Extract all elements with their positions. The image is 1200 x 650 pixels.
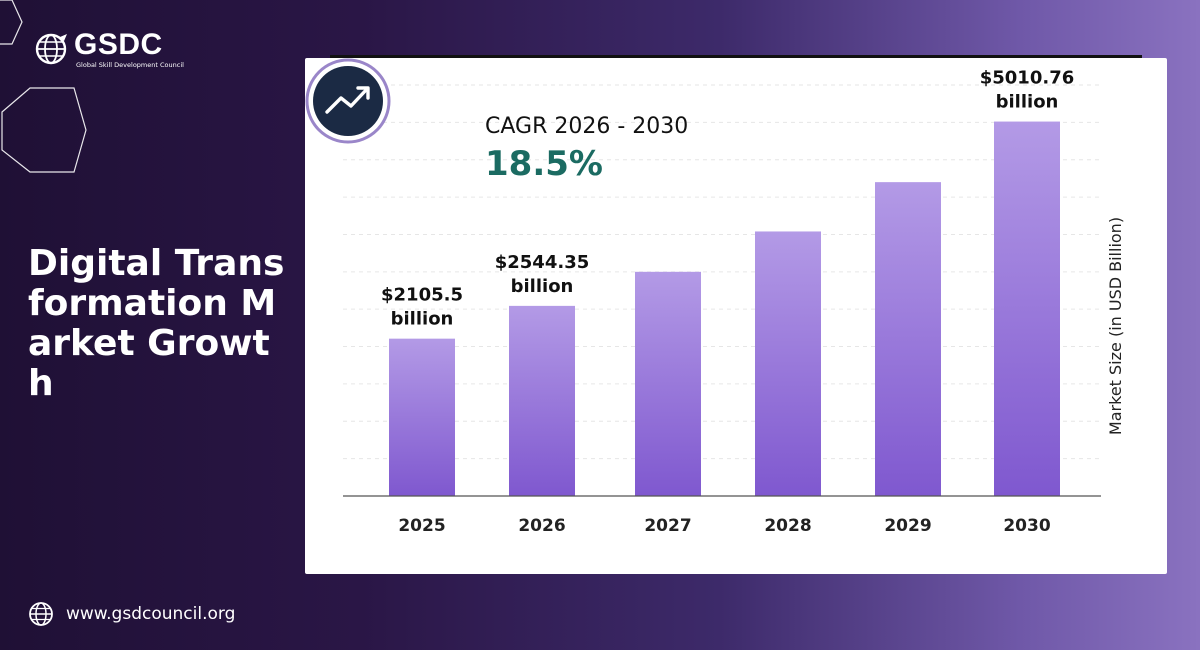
bar-2029 xyxy=(875,182,941,496)
bar-2025 xyxy=(389,338,455,496)
globe-logo-icon xyxy=(35,33,67,65)
brand-logo[interactable]: GSDC Global Skill Development Council xyxy=(30,28,190,72)
trend-up-icon xyxy=(305,58,391,144)
x-tick-2027: 2027 xyxy=(644,516,691,536)
bars xyxy=(389,121,1060,496)
bar-2027 xyxy=(635,271,701,496)
data-labels: $2105.5 billion $2544.35 billion $5010.76 bil… xyxy=(381,68,1074,330)
cagr-value: 18.5% xyxy=(485,144,603,184)
brand-tagline: Global Skill Development Council xyxy=(76,61,184,69)
x-tick-2026: 2026 xyxy=(518,516,565,536)
grid-lines xyxy=(343,84,1101,460)
brand-name: GSDC xyxy=(74,28,163,61)
globe-icon xyxy=(29,602,53,626)
y-axis-label: Market Size (in USD Billion) xyxy=(1106,217,1125,435)
x-tick-2030: 2030 xyxy=(1003,516,1050,536)
cagr-label: CAGR 2026 - 2030 xyxy=(485,114,689,139)
data-label-2025-line2: billion xyxy=(391,309,454,330)
data-label-2030-line1: $5010.76 xyxy=(980,68,1075,89)
bar-chart: $2105.5 billion $2544.35 billion $5010.76 bil… xyxy=(343,68,1125,536)
bar-2026 xyxy=(509,305,575,496)
data-label-2025-line1: $2105.5 xyxy=(381,285,463,306)
bar-2028 xyxy=(755,231,821,496)
footer: www.gsdcouncil.org xyxy=(28,599,235,629)
data-label-2026-line2: billion xyxy=(511,276,574,297)
data-label-2030-line2: billion xyxy=(996,92,1059,113)
hexagon-decoration xyxy=(0,0,87,173)
website-link[interactable]: www.gsdcouncil.org xyxy=(66,604,236,624)
x-tick-2029: 2029 xyxy=(884,516,931,536)
page-title: Digital Transformation Market Growth xyxy=(28,243,285,404)
chart-card: $2105.5 billion $2544.35 billion $5010.76 bil… xyxy=(305,58,1167,574)
x-tick-labels: 2025 2026 2027 2028 2029 2030 xyxy=(398,516,1050,536)
bar-2030 xyxy=(994,121,1060,496)
data-label-2026-line1: $2544.35 xyxy=(495,252,590,273)
x-tick-2025: 2025 xyxy=(398,516,445,536)
top-divider xyxy=(330,55,1142,58)
x-tick-2028: 2028 xyxy=(764,516,811,536)
